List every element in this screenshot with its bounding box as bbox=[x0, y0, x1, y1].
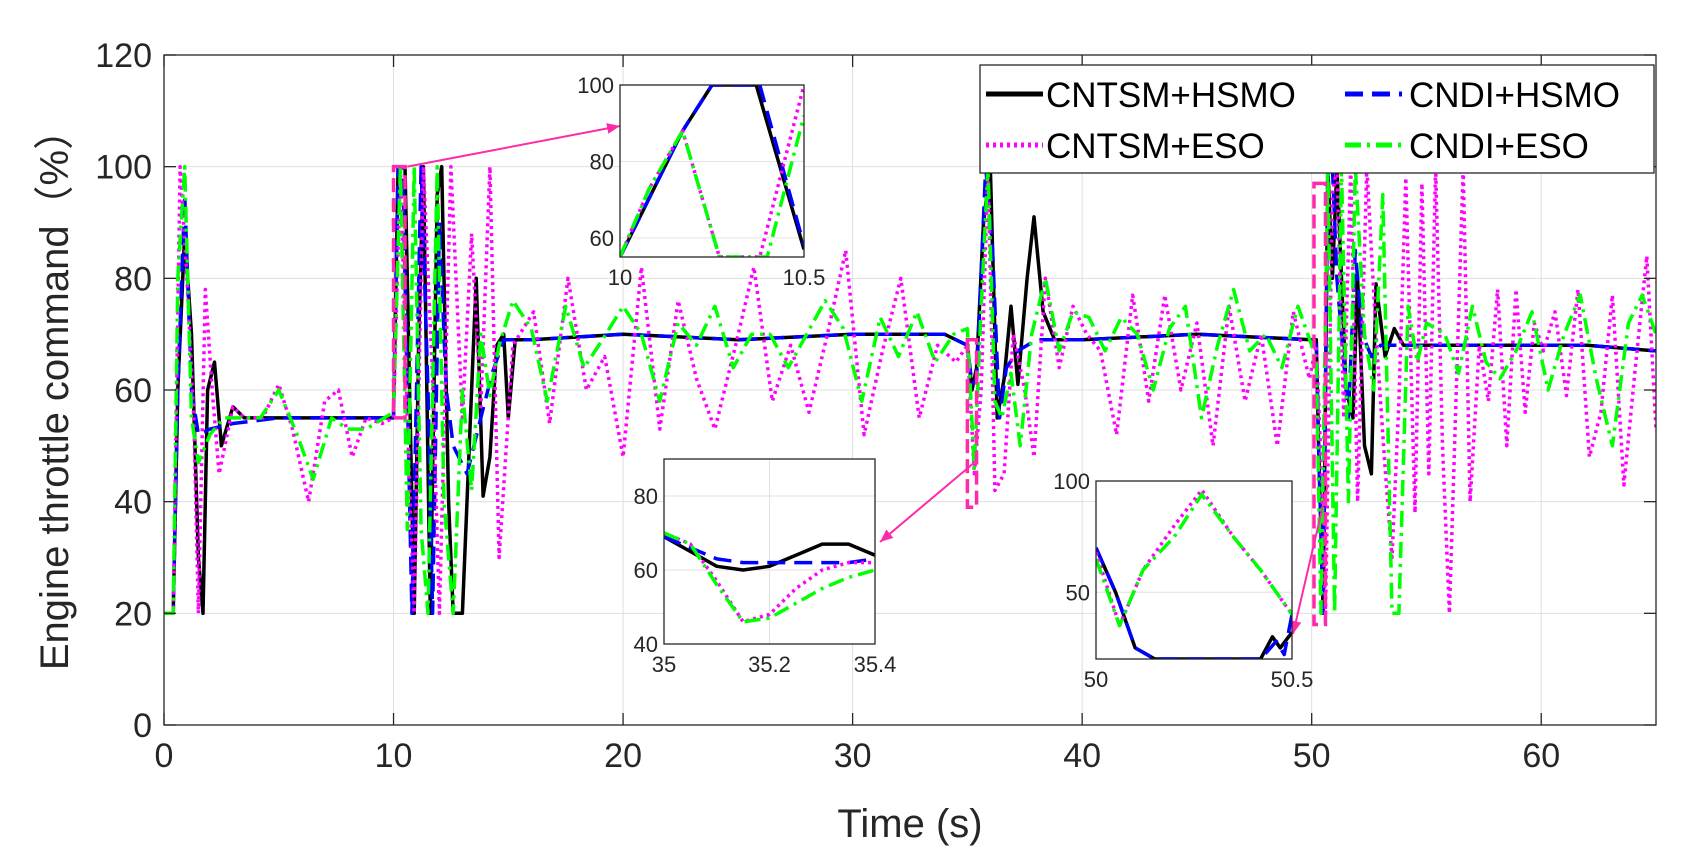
inset3-frame bbox=[1095, 480, 1293, 660]
inset1-y-tick-label: 100 bbox=[577, 73, 614, 98]
zoom-markers bbox=[391, 123, 1329, 635]
inset1-x-tick-label: 10.5 bbox=[783, 265, 826, 290]
x-tick-label: 50 bbox=[1293, 737, 1331, 775]
zoom-connector-arrowhead bbox=[1290, 620, 1302, 634]
y-tick-label: 20 bbox=[114, 595, 152, 633]
inset3-y-tick-label: 50 bbox=[1066, 580, 1090, 605]
zoom-connector-line bbox=[879, 461, 975, 543]
zoom-region-marker bbox=[965, 338, 979, 509]
inset2-x-tick-label: 35.4 bbox=[854, 652, 897, 677]
inset3-line-cndi-eso bbox=[1096, 492, 1292, 628]
inset2-curves bbox=[664, 531, 875, 624]
x-tick-label: 20 bbox=[604, 737, 642, 775]
x-tick-label: 60 bbox=[1522, 737, 1560, 775]
x-tick-label: 30 bbox=[834, 737, 872, 775]
inset2-line-cndi-hsmo bbox=[664, 535, 875, 565]
inset3-y-tick-label: 100 bbox=[1053, 469, 1090, 494]
legend-label-cndi-eso: CNDI+ESO bbox=[1409, 127, 1589, 166]
inset2: 40 60 80 35 35.2 35.4 bbox=[634, 458, 897, 677]
inset2-frame bbox=[663, 458, 876, 645]
x-axis-label: Time (s) bbox=[837, 802, 982, 846]
zoom-connector-arrowhead bbox=[606, 123, 620, 134]
inset2-line-cndi-eso bbox=[664, 531, 875, 624]
inset1-y-tick-label: 80 bbox=[590, 149, 614, 174]
legend: CNTSM+HSMO CNDI+HSMO CNTSM+ESO CNDI+ESO bbox=[979, 64, 1655, 174]
zoom-region-marker bbox=[391, 164, 407, 420]
inset3-x-tick-label: 50.5 bbox=[1271, 667, 1314, 692]
y-tick-label: 120 bbox=[95, 37, 152, 75]
zoom-region-marker bbox=[1312, 181, 1328, 627]
inset3-line-cndi-hsmo bbox=[1096, 547, 1292, 659]
y-tick-label: 100 bbox=[95, 149, 152, 187]
inset3: 50 100 50 50.5 bbox=[1053, 469, 1313, 692]
y-tick-label: 40 bbox=[114, 484, 152, 522]
inset1-y-tick-label: 60 bbox=[590, 226, 614, 251]
inset3-curves bbox=[1096, 488, 1292, 659]
x-tick-label: 10 bbox=[375, 737, 413, 775]
series-line-cntsm-eso bbox=[164, 164, 1656, 616]
legend-label-cndi-hsmo: CNDI+HSMO bbox=[1409, 76, 1620, 115]
inset2-y-tick-label: 60 bbox=[634, 558, 658, 583]
zoom-connector-arrowhead bbox=[880, 529, 894, 542]
inset3-x-tick-label: 50 bbox=[1084, 667, 1108, 692]
inset1-frame bbox=[619, 84, 805, 258]
inset2-x-tick-label: 35 bbox=[652, 652, 676, 677]
zoom-connector-line bbox=[407, 125, 621, 168]
legend-label-cntsm-hsmo: CNTSM+HSMO bbox=[1046, 76, 1296, 115]
y-tick-label: 60 bbox=[114, 372, 152, 410]
inset2-y-tick-label: 80 bbox=[634, 484, 658, 509]
legend-box bbox=[979, 64, 1655, 174]
y-tick-label: 80 bbox=[114, 260, 152, 298]
inset1-line-cndi-eso bbox=[620, 115, 804, 257]
legend-label-cntsm-eso: CNTSM+ESO bbox=[1046, 127, 1265, 166]
zoom-connector-line bbox=[1292, 484, 1329, 635]
inset1: 60 80 100 10 10.5 bbox=[577, 73, 825, 290]
y-axis-label: Engine throttle command（%） bbox=[33, 110, 77, 670]
inset1-line-cndi-hsmo bbox=[620, 85, 804, 257]
inset2-y-tick-label: 40 bbox=[634, 632, 658, 657]
inset1-x-tick-label: 10 bbox=[608, 265, 632, 290]
main-ticks: 0 10 20 30 40 50 60 0 20 40 60 80 100 120 bbox=[95, 37, 1656, 775]
y-tick-label: 0 bbox=[133, 707, 152, 745]
x-tick-label: 40 bbox=[1063, 737, 1101, 775]
x-tick-label: 0 bbox=[155, 737, 174, 775]
insets: 60 80 100 10 10.5 40 60 80 35 35.2 35.4 50 100 50 50.5 bbox=[577, 73, 1313, 692]
series-line-cndi-hsmo bbox=[164, 164, 1656, 616]
inset2-x-tick-label: 35.2 bbox=[748, 652, 791, 677]
inset1-curves bbox=[620, 85, 804, 257]
